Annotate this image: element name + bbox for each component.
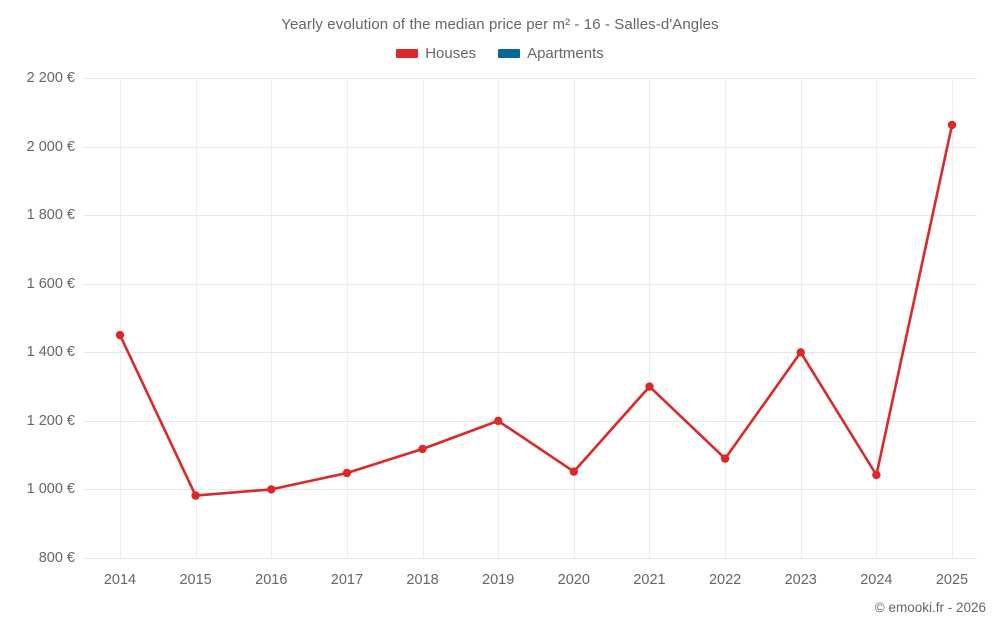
x-axis-tick-label: 2015 (179, 572, 212, 588)
data-point[interactable] (494, 416, 503, 426)
chart-title: Yearly evolution of the median price per… (281, 16, 719, 33)
x-axis-tick-label: 2017 (330, 572, 364, 588)
y-axis-tick-label: 800 € (38, 550, 75, 566)
x-axis-tick-label: 2019 (482, 572, 515, 588)
y-axis-tick-label: 1 400 € (26, 344, 75, 361)
data-point[interactable] (569, 467, 578, 476)
data-point[interactable] (796, 348, 805, 357)
y-axis-tick-label: 1 200 € (26, 412, 75, 429)
legend-item-houses[interactable]: Houses (396, 45, 476, 62)
legend-swatch-apartments (498, 49, 521, 58)
chart-legend: Houses Apartments (0, 45, 1000, 62)
x-axis-tick-label: 2020 (557, 572, 590, 588)
x-axis-tick-label: 2022 (708, 572, 742, 588)
legend-label-houses: Houses (425, 45, 477, 62)
x-axis-tick-label: 2016 (255, 572, 288, 588)
legend-label-apartments: Apartments (527, 45, 604, 62)
x-axis-tick-label: 2021 (633, 572, 666, 588)
data-point[interactable] (720, 454, 730, 463)
y-axis-tick-label: 2 200 € (26, 70, 75, 86)
data-point[interactable] (872, 470, 881, 480)
y-axis-tick-label: 1 800 € (26, 207, 75, 224)
legend-item-apartments[interactable]: Apartments (498, 45, 604, 62)
series-line-houses (118, 123, 954, 497)
credit-text: © emooki.fr - 2026 (874, 600, 986, 615)
data-point[interactable] (267, 485, 276, 494)
y-axis-tick-label: 1 000 € (26, 481, 75, 498)
y-axis-tick-label: 1 600 € (26, 275, 75, 292)
data-point[interactable] (645, 382, 654, 391)
data-point[interactable] (342, 468, 352, 478)
data-point[interactable] (947, 120, 957, 130)
data-point[interactable] (191, 491, 200, 500)
legend-swatch-houses (396, 49, 419, 58)
x-axis-tick-label: 2025 (935, 572, 969, 588)
y-axis-tick-label: 2 000 € (26, 138, 75, 155)
x-axis-tick-label: 2014 (103, 572, 137, 588)
x-axis-tick-label: 2023 (784, 572, 817, 588)
data-point[interactable] (418, 444, 427, 454)
data-point[interactable] (115, 330, 125, 340)
x-axis-tick-label: 2018 (406, 572, 439, 588)
x-axis-tick-label: 2024 (860, 572, 893, 588)
